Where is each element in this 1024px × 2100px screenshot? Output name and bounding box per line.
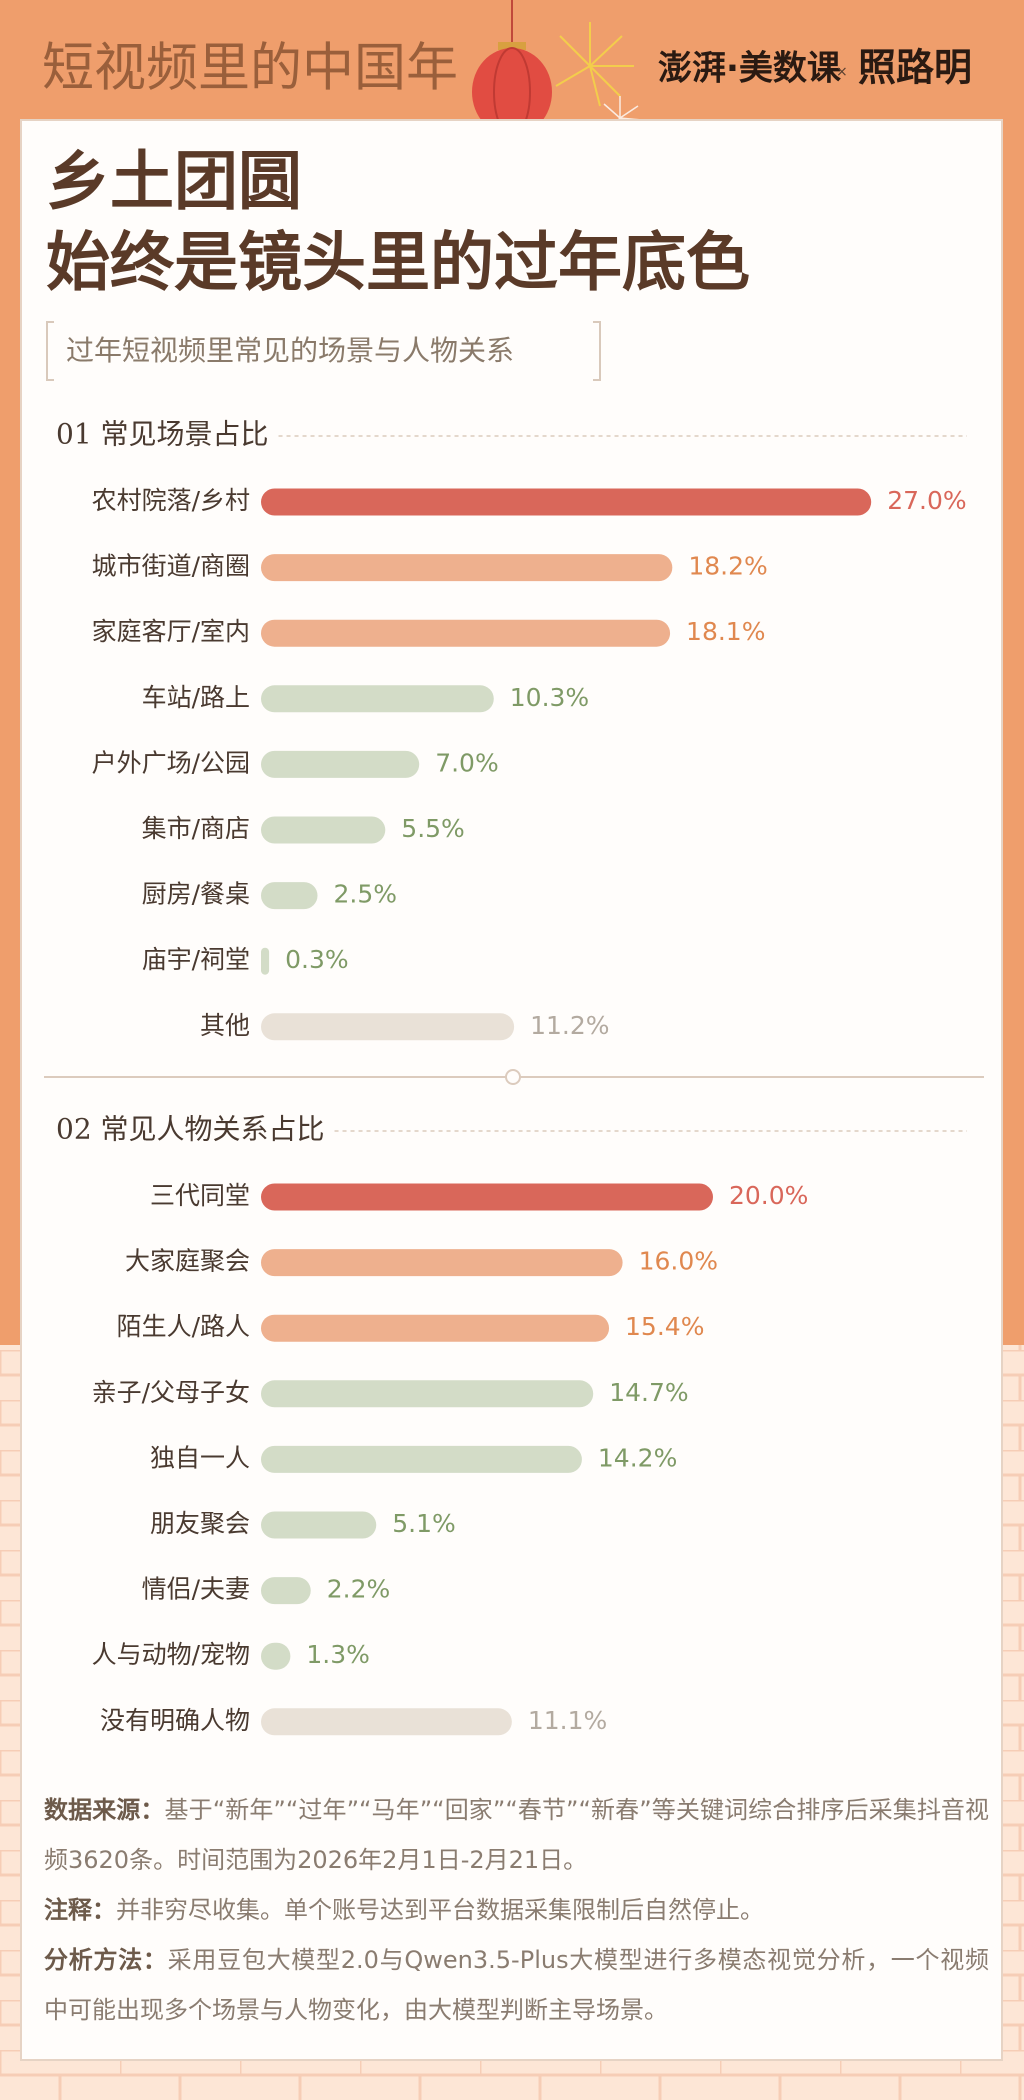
category-label: 户外广场/公园 bbox=[92, 748, 250, 777]
value-label: 27.0% bbox=[887, 486, 966, 515]
category-label: 人与动物/宠物 bbox=[92, 1640, 250, 1669]
value-label: 2.5% bbox=[334, 880, 398, 909]
category-label: 独自一人 bbox=[150, 1443, 250, 1472]
note-label: 数据来源： bbox=[44, 1796, 165, 1824]
category-label: 朋友聚会 bbox=[150, 1509, 250, 1538]
value-label: 18.1% bbox=[686, 617, 765, 646]
value-label: 10.3% bbox=[510, 683, 589, 712]
brand: 澎湃·美数课 bbox=[658, 49, 842, 89]
subtitle: 过年短视频里常见的场景与人物关系 bbox=[66, 334, 514, 367]
note: 数据来源：基于“新年”“过年”“马年”“回家”“春节”“新春”等关键词综合排序后… bbox=[44, 1785, 989, 1885]
category-label: 庙宇/祠堂 bbox=[142, 945, 250, 974]
note-label: 注释： bbox=[44, 1896, 116, 1924]
title-line: 乡土团圆 bbox=[46, 145, 302, 220]
section-title: 02 常见人物关系占比 bbox=[56, 1113, 325, 1146]
value-label: 15.4% bbox=[625, 1312, 704, 1341]
series-title: 短视频里的中国年 bbox=[42, 39, 458, 99]
value-label: 2.2% bbox=[327, 1575, 391, 1604]
bar bbox=[261, 1380, 594, 1408]
value-label: 16.0% bbox=[639, 1247, 718, 1276]
value-label: 1.3% bbox=[306, 1640, 370, 1669]
note: 注释：并非穷尽收集。单个账号达到平台数据采集限制后自然停止。 bbox=[44, 1885, 989, 1935]
bar bbox=[261, 1445, 582, 1473]
category-label: 三代同堂 bbox=[150, 1181, 250, 1210]
bar bbox=[261, 619, 671, 647]
section-title: 01 常见场景占比 bbox=[56, 418, 269, 451]
bar bbox=[261, 488, 872, 516]
brand-separator: × bbox=[836, 64, 848, 80]
title-line: 始终是镜头里的过年底色 bbox=[46, 226, 750, 301]
bar bbox=[261, 1642, 291, 1670]
value-label: 5.5% bbox=[401, 814, 465, 843]
category-label: 集市/商店 bbox=[142, 814, 250, 843]
value-label: 14.2% bbox=[598, 1443, 677, 1472]
bar bbox=[261, 750, 420, 778]
note-label: 分析方法： bbox=[44, 1946, 168, 1974]
divider-dot bbox=[505, 1069, 521, 1085]
subtitle-bracket bbox=[46, 321, 601, 381]
value-label: 14.7% bbox=[609, 1378, 688, 1407]
category-label: 陌生人/路人 bbox=[117, 1312, 250, 1341]
category-label: 厨房/餐桌 bbox=[142, 880, 250, 909]
note-text: 并非穷尽收集。单个账号达到平台数据采集限制后自然停止。 bbox=[116, 1896, 764, 1924]
category-label: 亲子/父母子女 bbox=[92, 1378, 250, 1407]
value-label: 11.1% bbox=[528, 1706, 607, 1735]
note-text: 采用豆包大模型2.0与Qwen3.5-Plus大模型进行多模态视觉分析，一个视频… bbox=[44, 1946, 989, 2024]
bar bbox=[261, 554, 673, 582]
bar bbox=[261, 1183, 713, 1211]
value-label: 0.3% bbox=[285, 945, 349, 974]
value-label: 20.0% bbox=[729, 1181, 808, 1210]
card bbox=[20, 119, 1003, 2061]
bar bbox=[261, 1314, 610, 1342]
bar bbox=[261, 1511, 377, 1539]
brand: 照路明 bbox=[858, 46, 972, 90]
value-label: 18.2% bbox=[688, 552, 767, 581]
bar bbox=[261, 1577, 311, 1605]
note-text: 基于“新年”“过年”“马年”“回家”“春节”“新春”等关键词综合排序后采集抖音视… bbox=[44, 1796, 990, 1874]
category-label: 城市街道/商圈 bbox=[92, 552, 250, 581]
value-label: 11.2% bbox=[530, 1011, 609, 1040]
note: 分析方法：采用豆包大模型2.0与Qwen3.5-Plus大模型进行多模态视觉分析… bbox=[44, 1935, 989, 2035]
bar bbox=[261, 947, 270, 975]
bar bbox=[261, 1249, 623, 1277]
category-label: 大家庭聚会 bbox=[125, 1247, 250, 1276]
value-label: 7.0% bbox=[435, 748, 499, 777]
bar bbox=[261, 882, 318, 910]
category-label: 情侣/夫妻 bbox=[142, 1575, 250, 1604]
category-label: 家庭客厅/室内 bbox=[92, 617, 250, 646]
bar bbox=[261, 816, 386, 844]
value-label: 5.1% bbox=[392, 1509, 456, 1538]
bar bbox=[261, 1708, 512, 1736]
bar bbox=[261, 685, 494, 713]
notes: 数据来源：基于“新年”“过年”“马年”“回家”“春节”“新春”等关键词综合排序后… bbox=[44, 1785, 989, 2035]
category-label: 车站/路上 bbox=[142, 683, 250, 712]
category-label: 其他 bbox=[200, 1011, 250, 1040]
bar bbox=[261, 1013, 515, 1041]
category-label: 没有明确人物 bbox=[100, 1706, 250, 1735]
category-label: 农村院落/乡村 bbox=[92, 486, 250, 515]
